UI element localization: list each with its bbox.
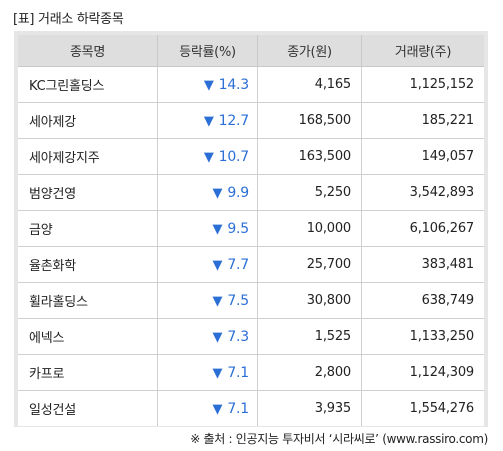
- header-volume: 거래량(주): [362, 35, 484, 67]
- table-row: 일성건설 ▼ 7.1 3,935 1,554,276: [18, 391, 484, 426]
- volume: 149,057: [362, 139, 484, 175]
- down-triangle-icon: ▼: [203, 149, 214, 165]
- stock-name: 범양건영: [18, 175, 158, 211]
- table-frame: 종목명 등락률(%) 종가(원) 거래량(주) KC그린홀딩스 ▼ 14.3 4,…: [14, 31, 488, 427]
- table-row: 세아제강지주 ▼ 10.7 163,500 149,057: [18, 139, 484, 175]
- change-rate: ▼ 10.7: [158, 139, 258, 175]
- close-price: 5,250: [258, 175, 362, 211]
- change-value: 7.1: [227, 364, 249, 381]
- volume: 1,554,276: [409, 401, 475, 416]
- down-triangle-icon: ▼: [212, 257, 223, 273]
- table-row: 율촌화학 ▼ 7.7 25,700 383,481: [18, 247, 484, 283]
- down-triangle-icon: ▼: [212, 185, 223, 201]
- table-row: 휠라홀딩스 ▼ 7.5 30,800 638,749: [18, 283, 484, 319]
- close-price: 10,000: [258, 211, 362, 247]
- close-price: 163,500: [258, 139, 362, 175]
- close-price: 168,500: [258, 103, 362, 139]
- stock-name: 세아제강지주: [18, 139, 158, 175]
- change-value: 14.3: [218, 76, 250, 93]
- change-rate: ▼ 7.1: [158, 355, 258, 391]
- change-rate: ▼ 7.1: [158, 391, 258, 426]
- change-rate: ▼ 14.3: [158, 67, 258, 103]
- down-triangle-icon: ▼: [212, 401, 223, 417]
- stock-name: 세아제강: [18, 103, 158, 139]
- volume: 1,133,250: [362, 319, 484, 355]
- stock-name: KC그린홀딩스: [18, 67, 158, 103]
- change-rate: ▼ 7.3: [158, 319, 258, 355]
- change-value: 9.5: [227, 220, 249, 237]
- header-stock-name: 종목명: [18, 35, 158, 67]
- change-rate: ▼ 7.5: [158, 283, 258, 319]
- stock-name: 일성건설: [18, 391, 158, 426]
- header-close-price: 종가(원): [258, 35, 362, 67]
- stock-name: 휠라홀딩스: [18, 283, 158, 319]
- down-triangle-icon: ▼: [212, 293, 223, 309]
- change-rate: ▼ 12.7: [158, 103, 258, 139]
- change-value: 7.3: [227, 328, 249, 345]
- close-price: 3,935: [258, 391, 362, 426]
- change-rate: ▼ 9.5: [158, 211, 258, 247]
- volume: 185,221: [362, 103, 484, 139]
- stock-name: 에넥스: [18, 319, 158, 355]
- change-value: 7.1: [227, 400, 249, 417]
- volume: 1,125,152: [362, 67, 484, 103]
- stock-name: 카프로: [18, 355, 158, 391]
- change-value: 9.9: [227, 184, 249, 201]
- table-row: KC그린홀딩스 ▼ 14.3 4,165 1,125,152: [18, 67, 484, 103]
- volume: 383,481: [362, 247, 484, 283]
- table-row: 범양건영 ▼ 9.9 5,250 3,542,893: [18, 175, 484, 211]
- change-value: 12.7: [218, 112, 250, 129]
- table-row: 에넥스 ▼ 7.3 1,525 1,133,250: [18, 319, 484, 355]
- table-row: 세아제강 ▼ 12.7 168,500 185,221: [18, 103, 484, 139]
- change-value: 10.7: [218, 148, 250, 165]
- change-value: 7.5: [227, 292, 249, 309]
- stock-name: 율촌화학: [18, 247, 158, 283]
- volume: 638,749: [362, 283, 484, 319]
- down-triangle-icon: ▼: [212, 221, 223, 237]
- change-rate: ▼ 9.9: [158, 175, 258, 211]
- header-change-rate: 등락률(%): [158, 35, 258, 67]
- change-rate: ▼ 7.7: [158, 247, 258, 283]
- down-triangle-icon: ▼: [212, 329, 223, 345]
- close-price: 1,525: [258, 319, 362, 355]
- close-price: 30,800: [258, 283, 362, 319]
- volume: 3,542,893: [362, 175, 484, 211]
- volume: 1,124,309: [362, 355, 484, 391]
- down-triangle-icon: ▼: [203, 113, 214, 129]
- down-triangle-icon: ▼: [203, 77, 214, 93]
- volume: 6,106,267: [362, 211, 484, 247]
- change-value: 7.7: [227, 256, 249, 273]
- declining-stocks-table: 종목명 등락률(%) 종가(원) 거래량(주) KC그린홀딩스 ▼ 14.3 4,…: [18, 35, 484, 426]
- table-row: 카프로 ▼ 7.1 2,800 1,124,309: [18, 355, 484, 391]
- source-note: ※ 출처 : 인공지능 투자비서 ‘시라씨로’ (www.rassiro.com…: [190, 432, 488, 446]
- down-triangle-icon: ▼: [212, 365, 223, 381]
- close-price: 2,800: [258, 355, 362, 391]
- table-row: 금양 ▼ 9.5 10,000 6,106,267: [18, 211, 484, 247]
- page-title: [표] 거래소 하락종목: [13, 12, 124, 27]
- stock-name: 금양: [18, 211, 158, 247]
- close-price: 25,700: [258, 247, 362, 283]
- table-header-row: 종목명 등락률(%) 종가(원) 거래량(주): [18, 35, 484, 67]
- close-price: 4,165: [258, 67, 362, 103]
